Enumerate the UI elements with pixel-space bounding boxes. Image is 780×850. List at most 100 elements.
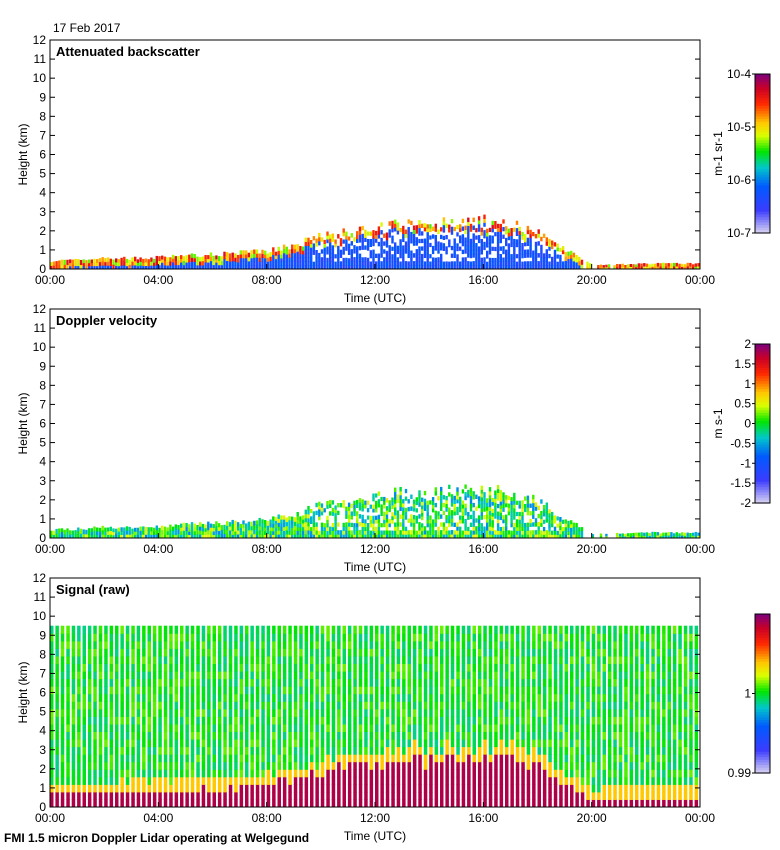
- backscatter-cell: [142, 265, 145, 270]
- signal-cell: [288, 784, 292, 793]
- backscatter-cell: [410, 235, 413, 240]
- signal-cell: [190, 708, 195, 717]
- backscatter-cell: [529, 229, 532, 235]
- signal-cell: [331, 686, 336, 695]
- velocity-cell: [502, 534, 505, 539]
- signal-cell: [418, 776, 422, 785]
- backscatter-cell: [440, 227, 443, 232]
- backscatter-cell: [491, 220, 494, 225]
- signal-cell: [375, 761, 379, 770]
- signal-cell: [532, 708, 536, 717]
- signal-cell: [488, 791, 493, 800]
- backscatter-cell: [104, 265, 107, 270]
- signal-cell: [537, 678, 541, 687]
- signal-cell: [418, 640, 422, 649]
- signal-cell: [537, 754, 541, 763]
- backscatter-cell: [366, 239, 370, 244]
- signal-cell: [87, 663, 92, 672]
- velocity-cell: [315, 526, 318, 531]
- velocity-cell: [310, 516, 313, 521]
- signal-cell: [375, 693, 379, 702]
- velocity-cell: [375, 519, 378, 524]
- velocity-cell: [161, 533, 164, 539]
- x-axis-label: Time (UTC): [344, 560, 406, 574]
- signal-cell: [396, 754, 401, 763]
- velocity-cell: [654, 531, 657, 536]
- signal-cell: [342, 731, 346, 740]
- signal-cell: [304, 761, 309, 770]
- signal-cell: [483, 633, 487, 642]
- velocity-cell: [686, 535, 689, 539]
- velocity-cell: [128, 534, 131, 539]
- signal-cell: [82, 769, 86, 778]
- velocity-cell: [266, 533, 270, 539]
- backscatter-cell: [253, 257, 256, 262]
- velocity-cell: [467, 493, 470, 498]
- signal-cell: [548, 776, 552, 785]
- velocity-cell: [556, 516, 559, 521]
- signal-cell: [553, 693, 558, 702]
- backscatter-cell: [553, 261, 557, 266]
- velocity-cell: [510, 519, 513, 524]
- backscatter-cell: [521, 231, 524, 237]
- velocity-cell: [518, 500, 521, 505]
- backscatter-cell: [356, 246, 359, 251]
- signal-cell: [472, 716, 476, 725]
- velocity-cell: [540, 534, 543, 539]
- velocity-cell: [174, 531, 177, 536]
- signal-cell: [158, 739, 162, 748]
- signal-cell: [266, 671, 271, 680]
- signal-cell: [526, 754, 531, 763]
- backscatter-cell: [459, 224, 462, 229]
- signal-cell: [136, 663, 141, 672]
- backscatter-cell: [166, 257, 169, 262]
- signal-cell: [521, 671, 525, 680]
- backscatter-cell: [415, 229, 418, 234]
- velocity-cell: [261, 523, 264, 528]
- signal-cell: [402, 648, 406, 657]
- velocity-cell: [385, 522, 389, 527]
- signal-cell: [494, 746, 498, 755]
- backscatter-cell: [220, 260, 223, 266]
- signal-cell: [77, 776, 81, 785]
- velocity-cell: [529, 503, 532, 508]
- signal-cell: [266, 784, 271, 793]
- velocity-cell: [553, 534, 557, 539]
- signal-cell: [277, 761, 281, 770]
- backscatter-cell: [426, 254, 429, 259]
- signal-cell: [542, 655, 547, 664]
- backscatter-cell: [147, 262, 150, 267]
- signal-cell: [483, 708, 487, 717]
- signal-cell: [331, 693, 336, 702]
- velocity-cell: [350, 503, 353, 509]
- signal-cell: [385, 655, 390, 664]
- signal-cell: [104, 686, 108, 695]
- signal-cell: [331, 723, 336, 732]
- velocity-cell: [372, 530, 375, 535]
- backscatter-cell: [258, 261, 261, 266]
- velocity-cell: [185, 534, 188, 539]
- signal-cell: [315, 761, 319, 770]
- backscatter-cell: [339, 242, 343, 247]
- signal-cell: [250, 633, 254, 642]
- velocity-cell: [318, 512, 321, 517]
- backscatter-cell: [683, 264, 687, 268]
- velocity-cell: [551, 534, 554, 539]
- backscatter-cell: [418, 261, 421, 266]
- colorbar-tick-label: -1: [740, 456, 751, 470]
- velocity-cell: [459, 515, 462, 520]
- signal-cell: [131, 761, 135, 770]
- backscatter-cell: [629, 264, 632, 267]
- signal-cell: [467, 739, 471, 748]
- signal-cell: [337, 731, 341, 740]
- signal-cell: [418, 633, 422, 642]
- signal-cell: [255, 633, 260, 642]
- velocity-cell: [429, 515, 432, 520]
- colorbar-swatch: [755, 95, 770, 99]
- signal-cell: [499, 776, 504, 785]
- signal-cell: [347, 761, 352, 770]
- backscatter-cell: [426, 224, 429, 229]
- velocity-cell: [163, 526, 167, 531]
- signal-cell: [66, 739, 70, 748]
- signal-cell: [147, 625, 151, 634]
